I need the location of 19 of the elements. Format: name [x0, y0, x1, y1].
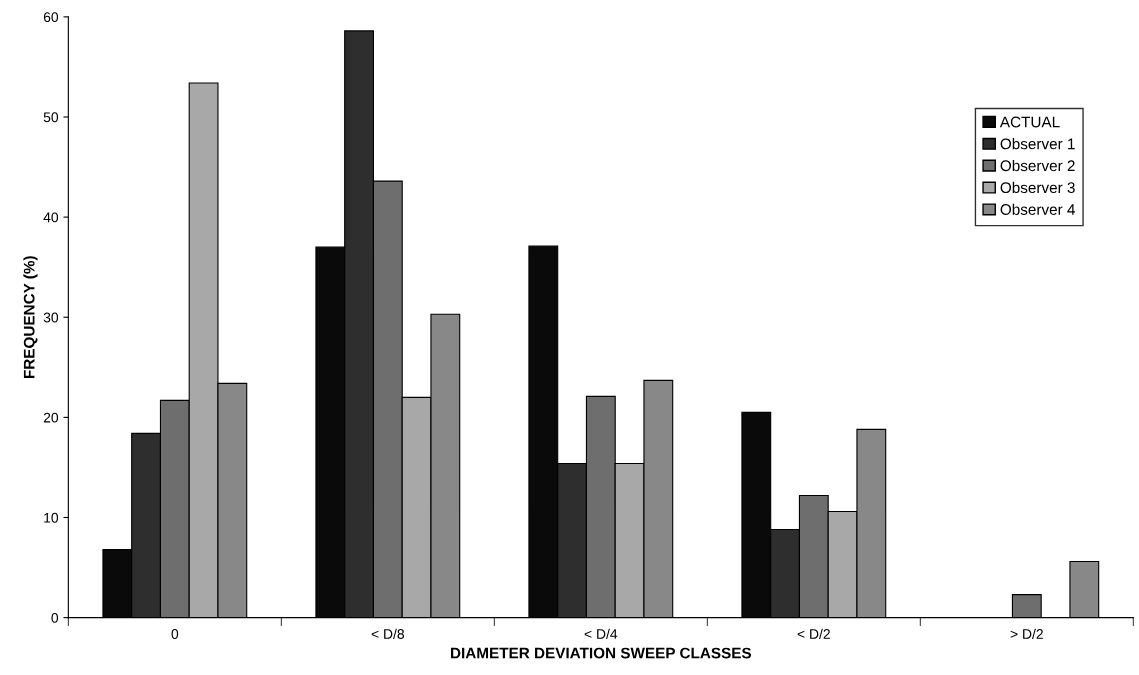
y-axis-title: FREQUENCY (%) [23, 256, 38, 379]
x-tick-label: > D/2 [1010, 628, 1043, 639]
x-tick-label: < D/8 [371, 628, 405, 639]
y-tick-label: 40 [43, 212, 59, 223]
legend-label: Observer 4 [1000, 203, 1075, 215]
legend-label: Observer 2 [1000, 159, 1075, 172]
x-tick-label: < D/2 [797, 628, 830, 639]
x-axis-title: DIAMETER DEVIATION SWEEP CLASSES [451, 647, 752, 659]
legend-label: ACTUAL [999, 116, 1060, 128]
y-tick-label: 60 [43, 12, 59, 23]
legend-label: Observer 3 [1000, 181, 1075, 194]
x-tick-label: 0 [171, 629, 179, 639]
legend-label: Observer 1 [1000, 138, 1075, 150]
y-tick-label: 50 [43, 112, 59, 123]
y-tick-label: 10 [44, 512, 59, 523]
y-tick-label: 30 [43, 312, 59, 323]
y-tick-label: 20 [43, 412, 59, 423]
x-tick-label: < D/4 [584, 628, 618, 639]
y-tick-label: 0 [51, 612, 59, 623]
